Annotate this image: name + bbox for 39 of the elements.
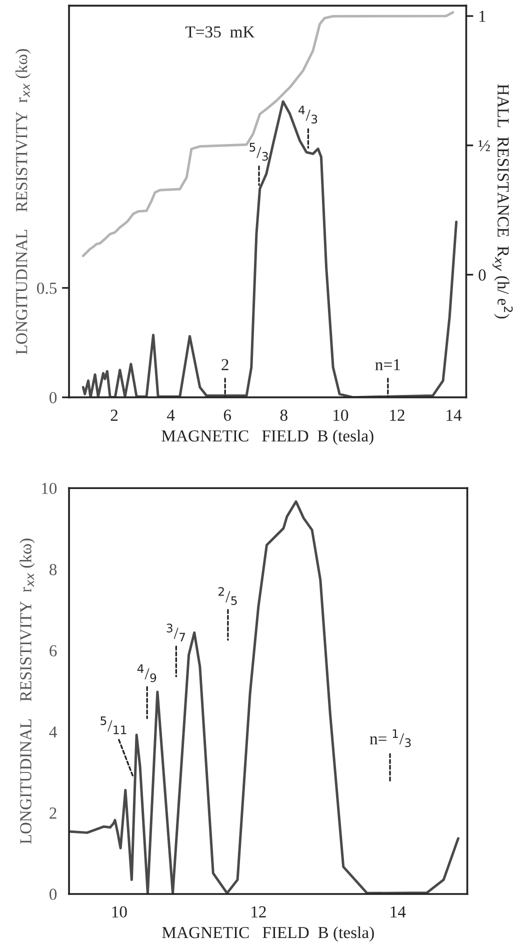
y2-axis-title: HALL RESISTANCE R$_{xy}$ (h/ e$^{2}$): [492, 84, 513, 318]
annotation: $^{5}$/$_{11}$: [100, 716, 126, 734]
annotation: 2: [222, 359, 228, 370]
y-tick-label: 4: [49, 726, 57, 738]
y2-tick-label: 1: [479, 10, 486, 22]
x-tick-label: 6: [224, 410, 232, 421]
line-series: [82, 11, 454, 258]
y-tick-label: 0: [50, 888, 57, 900]
annotation: $^{4}$/$_{9}$: [137, 664, 156, 682]
y-tick-label: 2: [50, 808, 56, 819]
y2-tick-label: ½: [478, 140, 490, 152]
y-tick-label: 8: [50, 564, 57, 576]
x-tick-label: 8: [280, 410, 288, 421]
y-tick-label: 6: [50, 645, 57, 656]
annotation: $^{2}$/$_{5}$: [218, 587, 237, 606]
line-series: [69, 500, 460, 894]
y-axis-title: LONGITUDINAL RESISTIVITY r$_{xx}$ (kω): [16, 49, 31, 354]
x-tick-label: 2: [110, 410, 118, 421]
annotation: $^{3}$/$_{7}$: [166, 624, 185, 642]
y-tick-label: 0.5: [37, 282, 57, 294]
x-tick-label: 14: [390, 906, 406, 918]
annotation: T=35 mK: [185, 26, 255, 38]
annotation: n=1: [375, 359, 400, 370]
line-series: [82, 100, 458, 398]
x-tick-label: 10: [334, 410, 348, 421]
y-tick-label: 0: [50, 392, 57, 404]
y-axis-title: LONGITUDINAL RESISTIVITY r$_{xx}$ (kω): [20, 538, 35, 844]
x-tick-label: 4: [166, 410, 175, 421]
x-tick-label: 14: [446, 410, 462, 421]
y2-tick-label: 0: [478, 269, 486, 281]
x-tick-label: 12: [252, 906, 266, 918]
annotation: n= $^{1}$/$_{3}$: [370, 729, 411, 748]
y-tick-label: 10: [42, 482, 57, 494]
x-axis-title: MAGNETIC FIELD B (tesla): [162, 926, 374, 942]
x-tick-label: 12: [390, 410, 404, 421]
x-tick-label: 10: [112, 906, 127, 918]
x-axis-title: MAGNETIC FIELD B (tesla): [162, 430, 374, 445]
annotation: $^{4}$/$_{3}$: [298, 106, 318, 124]
annotation: $^{5}$/$_{3}$: [250, 142, 268, 161]
